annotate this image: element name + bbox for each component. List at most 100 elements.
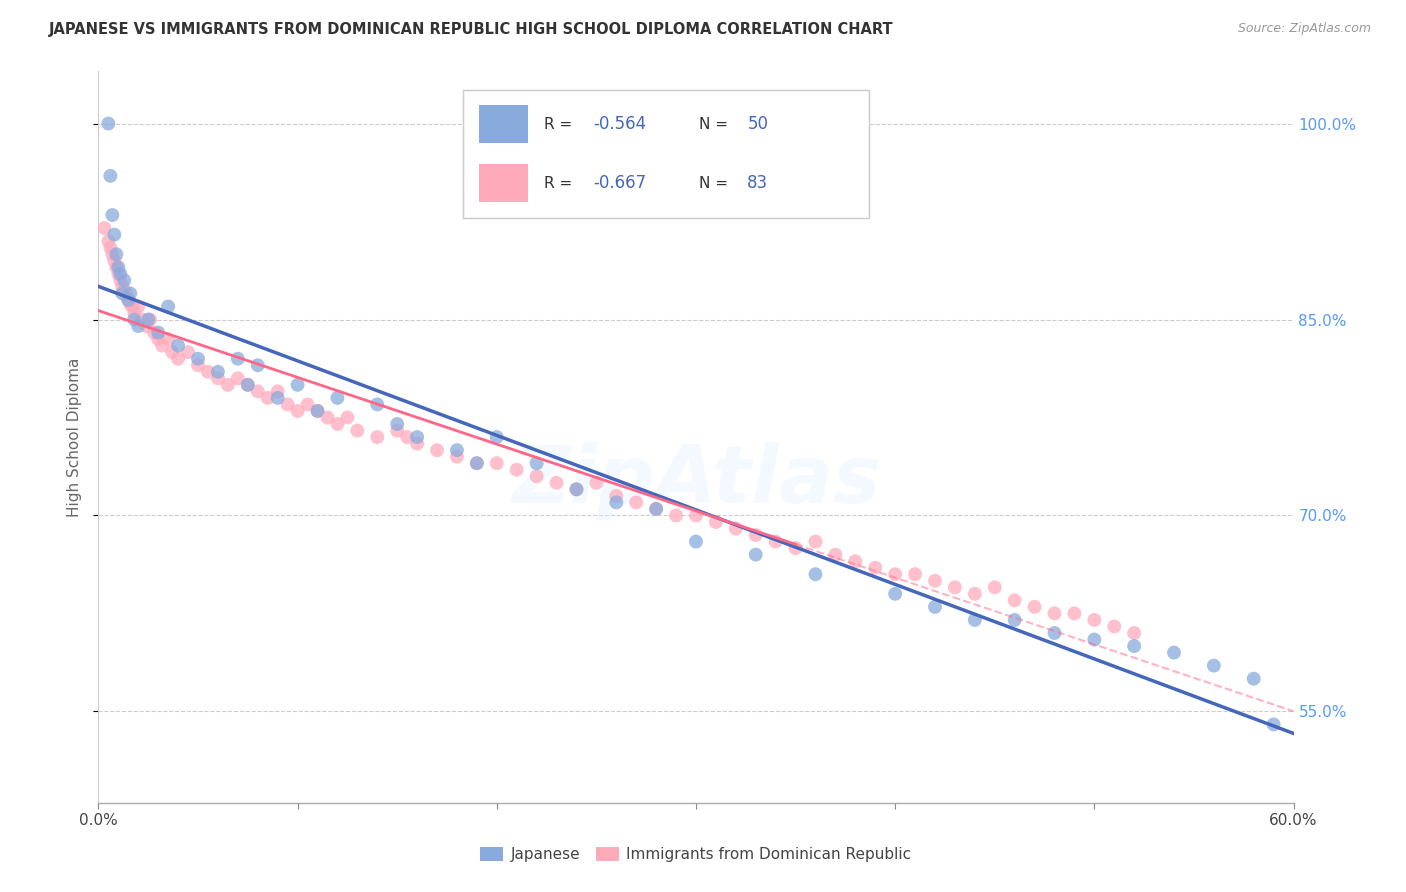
Point (1243, 672, 1265, 686)
Point (1043, 607, 1066, 621)
Point (526, 456, 548, 470)
Point (167, 351, 190, 366)
Point (131, 312, 153, 326)
Point (924, 574, 946, 588)
Point (1202, 658, 1225, 673)
Point (963, 587, 986, 601)
Point (1123, 639, 1146, 653)
Point (105, 247, 128, 261)
Point (246, 358, 269, 372)
Point (103, 253, 125, 268)
Point (117, 293, 139, 307)
Point (110, 267, 132, 281)
Point (97, 234, 120, 248)
Point (446, 443, 468, 458)
Point (277, 397, 299, 411)
Point (124, 306, 146, 320)
Point (150, 339, 173, 353)
Point (160, 345, 183, 359)
Point (485, 456, 508, 470)
Point (724, 522, 747, 536)
Point (704, 515, 727, 529)
Point (307, 404, 329, 418)
Point (167, 339, 190, 353)
Point (396, 430, 419, 444)
Point (963, 613, 986, 627)
Text: ZipAtlas: ZipAtlas (510, 442, 882, 520)
Point (187, 358, 209, 372)
Point (127, 319, 149, 334)
Point (127, 300, 149, 314)
Point (406, 430, 429, 444)
Point (287, 377, 309, 392)
Point (605, 495, 627, 509)
Point (1004, 593, 1026, 607)
Point (546, 475, 568, 490)
Point (267, 384, 290, 399)
Point (120, 286, 142, 301)
Point (105, 260, 128, 275)
Point (446, 450, 468, 464)
Point (103, 227, 125, 242)
Point (385, 417, 409, 431)
Point (124, 312, 146, 326)
Point (207, 365, 229, 379)
Point (904, 567, 927, 582)
Point (884, 567, 907, 582)
Point (943, 580, 966, 594)
Text: JAPANESE VS IMMIGRANTS FROM DOMINICAN REPUBLIC HIGH SCHOOL DIPLOMA CORRELATION C: JAPANESE VS IMMIGRANTS FROM DOMINICAN RE… (49, 22, 894, 37)
Point (685, 508, 707, 523)
Point (385, 424, 409, 438)
Point (101, 208, 124, 222)
Point (117, 293, 139, 307)
Point (605, 489, 627, 503)
Point (267, 391, 290, 405)
Point (207, 371, 229, 385)
Point (110, 273, 132, 287)
Point (226, 351, 249, 366)
Point (197, 365, 219, 379)
Point (844, 554, 866, 568)
Point (120, 297, 142, 311)
Point (101, 247, 124, 261)
Point (336, 410, 359, 425)
Point (626, 495, 648, 509)
Point (112, 273, 135, 287)
Point (426, 443, 449, 458)
Point (745, 548, 768, 562)
Point (785, 541, 807, 555)
Point (526, 469, 548, 483)
Point (236, 377, 259, 392)
Point (226, 371, 249, 385)
Point (297, 397, 319, 411)
Point (98, 241, 122, 255)
Point (485, 430, 508, 444)
Point (1004, 613, 1026, 627)
Point (157, 332, 180, 346)
Point (217, 377, 239, 392)
Point (685, 534, 707, 549)
Point (1063, 607, 1085, 621)
Point (585, 475, 607, 490)
Point (143, 326, 166, 340)
Text: Source: ZipAtlas.com: Source: ZipAtlas.com (1237, 22, 1371, 36)
Point (236, 377, 259, 392)
Point (148, 332, 170, 346)
Point (465, 456, 488, 470)
Point (465, 456, 488, 470)
Point (366, 397, 388, 411)
Point (745, 528, 768, 542)
Point (804, 534, 827, 549)
Point (148, 326, 170, 340)
Point (111, 286, 134, 301)
Point (1263, 717, 1285, 731)
Point (665, 508, 688, 523)
Legend: Japanese, Immigrants from Dominican Republic: Japanese, Immigrants from Dominican Repu… (474, 841, 918, 868)
Point (136, 312, 159, 326)
Point (157, 300, 180, 314)
Point (1024, 599, 1046, 614)
Point (139, 312, 162, 326)
Point (177, 345, 200, 359)
Point (406, 436, 429, 450)
Point (565, 483, 588, 497)
